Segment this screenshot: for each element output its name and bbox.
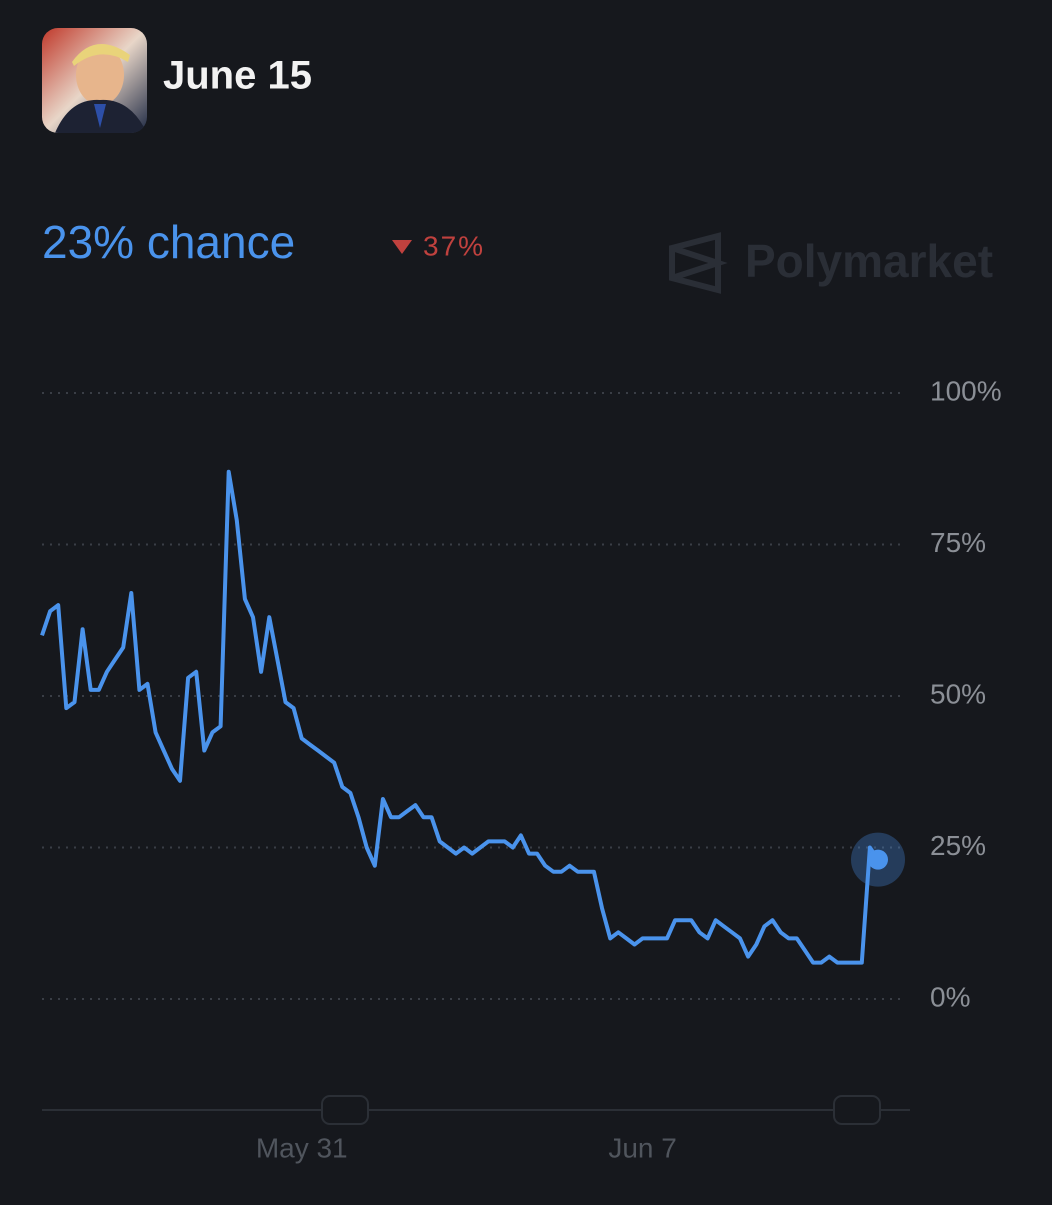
headline-chance: 23% chance: [42, 216, 295, 268]
x-tick-label: May 31: [256, 1132, 348, 1163]
y-tick-label: 75%: [930, 527, 986, 558]
y-tick-label: 25%: [930, 830, 986, 861]
range-handle[interactable]: [833, 1095, 881, 1125]
y-tick-label: 100%: [930, 375, 1002, 406]
y-tick-label: 50%: [930, 678, 986, 709]
range-handle[interactable]: [321, 1095, 369, 1125]
market-title: June 15: [163, 54, 312, 98]
price-line: [40, 469, 880, 965]
y-tick-label: 0%: [930, 981, 970, 1012]
watermark: Polymarket: [745, 235, 993, 287]
change-arrow: [392, 240, 412, 254]
x-tick-label: Jun 7: [608, 1132, 677, 1163]
watermark-logo: [669, 232, 728, 294]
market-avatar: [42, 28, 147, 133]
current-point: [868, 849, 888, 870]
change-label: 37%: [423, 230, 485, 261]
